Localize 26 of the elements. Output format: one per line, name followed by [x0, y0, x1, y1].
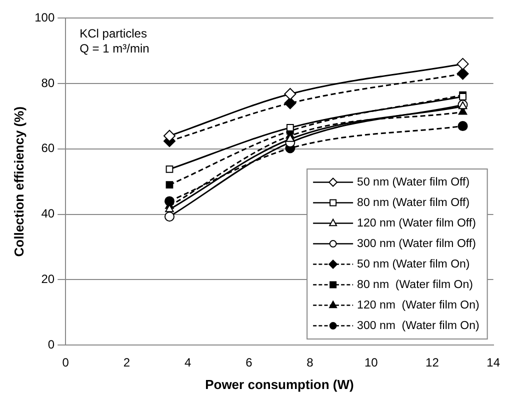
annotation: Q = 1 m³/min	[80, 42, 150, 56]
legend-label: 80 nm (Water film On)	[357, 278, 474, 291]
y-tick-label: 20	[41, 272, 55, 286]
y-tick-label: 40	[41, 206, 55, 221]
legend-label: 300 nm (Water film Off)	[357, 238, 476, 250]
x-axis-title: Power consumption (W)	[205, 376, 354, 392]
x-tick-label: 0	[62, 356, 70, 370]
x-tick-label: 6	[246, 356, 253, 370]
legend-label: 50 nm (Water film On)	[357, 258, 470, 270]
legend-label: 80 nm (Water film Off)	[357, 196, 470, 209]
y-tick-label: 100	[34, 10, 55, 25]
x-tick-label: 2	[123, 356, 130, 370]
legend-label: 120 nm (Water film On)	[357, 299, 480, 312]
x-tick-label: 4	[184, 356, 192, 370]
x-tick-label: 10	[364, 356, 378, 370]
x-tick-label: 8	[306, 356, 314, 370]
x-tick-label: 14	[486, 356, 500, 370]
y-axis-title: Collection efficiency (%)	[11, 106, 26, 257]
y-tick-label: 60	[41, 141, 55, 156]
x-tick-label: 12	[426, 356, 440, 370]
annotation: KCl particles	[80, 26, 147, 41]
y-tick-label: 80	[41, 76, 55, 90]
y-tick-label: 0	[48, 337, 55, 352]
legend-label: 120 nm (Water film Off)	[357, 217, 476, 230]
legend-label: 50 nm (Water film Off)	[357, 176, 470, 188]
legend-label: 300 nm (Water film On)	[357, 320, 480, 332]
